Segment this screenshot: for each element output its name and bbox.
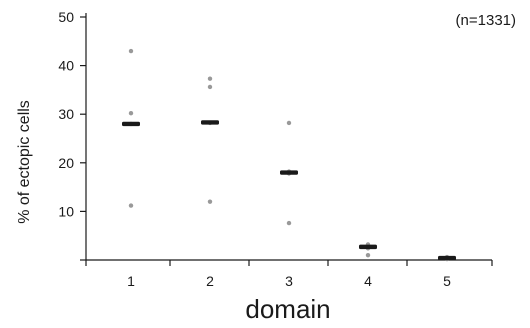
mean-marker (438, 255, 456, 261)
data-point (207, 199, 213, 204)
data-point (286, 120, 292, 126)
y-tick-label: 40 (58, 58, 74, 74)
x-ticks: 1 2 3 4 5 (85, 260, 493, 289)
data-point (207, 84, 213, 90)
data-point (128, 48, 134, 54)
y-tick-label: 50 (58, 9, 74, 25)
x-tick-label: 3 (285, 273, 293, 289)
data-point (128, 111, 134, 116)
y-ticks: 10 20 30 40 50 (58, 9, 86, 261)
data-point (286, 220, 292, 226)
mean-marker (280, 170, 298, 175)
y-axis-title: % of ectopic cells (16, 100, 33, 224)
y-tick-label: 20 (58, 155, 74, 171)
mean-markers (122, 120, 456, 261)
x-tick-label: 5 (443, 273, 451, 289)
x-tick-label: 2 (206, 273, 214, 289)
x-axis-title: domain (245, 294, 330, 324)
data-point (365, 252, 371, 258)
y-tick-label: 30 (58, 106, 74, 122)
data-points (128, 48, 450, 262)
x-tick-label: 4 (364, 273, 372, 289)
mean-marker (201, 120, 219, 125)
mean-marker (122, 121, 140, 127)
y-tick-label: 10 (58, 203, 74, 219)
mean-marker (359, 244, 377, 250)
sample-size-annotation: (n=1331) (456, 12, 516, 29)
data-point (207, 76, 213, 81)
x-tick-label: 1 (127, 273, 135, 289)
axes (85, 13, 492, 261)
data-point (128, 203, 134, 208)
